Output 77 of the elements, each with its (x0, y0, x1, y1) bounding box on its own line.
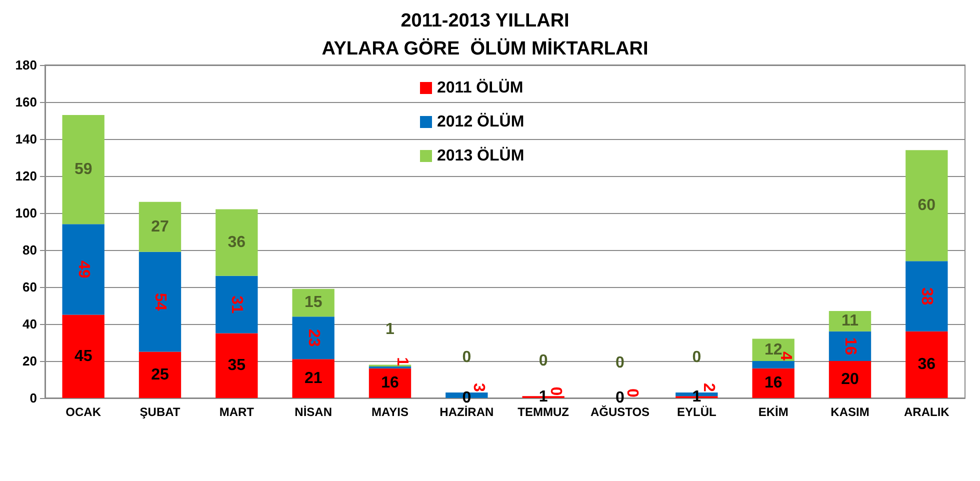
bar (138, 352, 182, 398)
data-label: 49 (74, 260, 92, 278)
bar (216, 333, 258, 398)
bar (292, 359, 334, 398)
bar (138, 252, 182, 352)
bar (216, 209, 258, 276)
data-label: 3 (470, 382, 488, 392)
y-tick-label: 160 (15, 94, 37, 110)
data-label: 27 (151, 218, 169, 236)
y-tick-label: 180 (15, 58, 37, 72)
data-label: 35 (228, 357, 246, 374)
data-label: 1 (394, 357, 410, 366)
x-tick-label: AĞUSTOS (590, 405, 650, 419)
x-tick-label: HAZİRAN (440, 405, 494, 419)
y-tick-label: 100 (15, 206, 37, 220)
bar (906, 331, 948, 398)
data-label: 20 (841, 371, 859, 388)
legend-label: 2013 ÖLÜM (437, 146, 524, 164)
bar (216, 276, 258, 334)
y-tick-label: 140 (15, 132, 37, 146)
bar (752, 368, 794, 398)
bar (62, 224, 104, 315)
data-label: 23 (304, 328, 322, 347)
data-label: 25 (151, 366, 169, 384)
data-label: 2 (700, 382, 718, 392)
data-label: 0 (624, 388, 640, 398)
bar (828, 361, 872, 398)
x-tick-label: MAYIS (372, 405, 408, 419)
data-label: 60 (918, 197, 936, 214)
bar (828, 331, 872, 361)
x-tick-label: NİSAN (294, 405, 332, 419)
y-tick-label: 20 (22, 354, 37, 368)
data-label: 11 (842, 312, 859, 330)
data-label: 0 (546, 386, 564, 396)
data-label: 54 (152, 292, 168, 311)
data-label: 31 (228, 296, 246, 314)
x-tick-label: TEMMUZ (518, 405, 569, 419)
x-tick-label: MART (219, 405, 255, 419)
y-tick-label: 60 (22, 280, 37, 294)
data-label: 16 (381, 374, 399, 392)
data-label: 12 (764, 341, 782, 358)
bar (752, 361, 794, 368)
bar (292, 288, 334, 317)
x-tick-label: KASIM (830, 405, 870, 419)
bar (138, 202, 182, 252)
y-tick-label: 120 (15, 168, 37, 184)
x-tick-label: EKİM (758, 405, 788, 419)
data-label: 59 (74, 161, 92, 178)
bar (828, 311, 872, 332)
x-tick-label: OCAK (66, 405, 102, 419)
bar (292, 316, 334, 360)
bar (368, 368, 412, 398)
data-label: 21 (304, 370, 322, 388)
y-tick-label: 40 (22, 316, 37, 332)
legend-label: 2012 ÖLÜM (437, 112, 524, 130)
data-label: 36 (918, 356, 936, 374)
chart-title: 2011-2013 YILLARI AYLARA GÖRE ÖLÜM MİKTARLARI (322, 10, 648, 60)
data-label: 36 (228, 234, 246, 252)
bar (62, 314, 104, 398)
y-tick-label: 0 (30, 390, 37, 406)
data-label: 16 (842, 337, 858, 356)
data-label: 0 (462, 390, 472, 406)
data-label: 38 (918, 287, 936, 306)
data-label: 15 (304, 294, 322, 312)
data-label: 0 (616, 390, 625, 406)
data-label: 45 (74, 348, 92, 365)
x-tick-label: ARALIK (904, 405, 950, 419)
bar (62, 114, 104, 224)
bar (906, 261, 948, 332)
y-tick-label: 80 (22, 242, 37, 258)
data-label: 16 (764, 374, 782, 392)
x-tick-label: EYLÜL (676, 405, 716, 419)
data-label: 1 (386, 321, 395, 338)
data-label: 1 (692, 388, 702, 406)
bar (906, 150, 948, 262)
x-tick-label: ŞUBAT (140, 405, 181, 419)
legend-label: 2011 ÖLÜM (437, 78, 524, 96)
